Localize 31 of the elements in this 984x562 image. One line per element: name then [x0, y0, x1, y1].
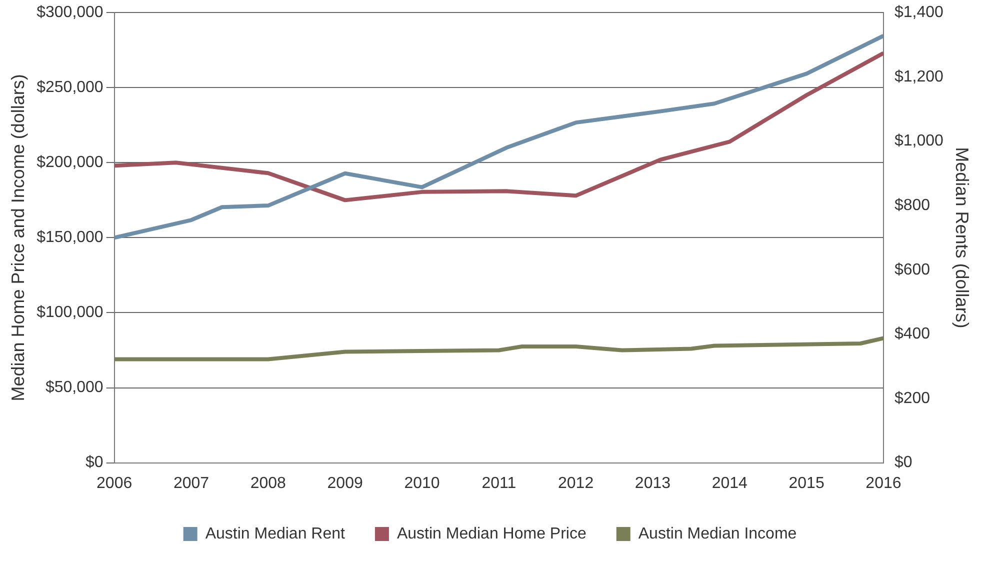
y-tick-label: $200,000 [36, 154, 104, 172]
y2-axis-title: Median Rents (dollars) [952, 147, 972, 328]
y-tick-label: $100,000 [36, 304, 104, 322]
y2-tick-label: $800 [894, 196, 930, 214]
x-tick-label: 2007 [173, 474, 210, 492]
legend-label: Austin Median Income [638, 525, 797, 542]
y2-tick-label: $600 [894, 261, 930, 278]
x-tick-label: 2008 [250, 474, 286, 492]
y2-tick-label: $1,400 [894, 4, 944, 22]
legend-label: Austin Median Rent [205, 525, 346, 542]
y2-tick-label: $400 [894, 326, 930, 343]
y2-tick-label: $1,200 [894, 68, 944, 86]
x-tick-label: 2011 [482, 474, 516, 492]
legend-label: Austin Median Home Price [396, 525, 586, 542]
x-tick-label: 2013 [634, 474, 671, 492]
x-tick-label: 2014 [712, 474, 748, 492]
x-tick-label: 2012 [558, 474, 594, 492]
y2-tick-label: $1,000 [894, 132, 944, 150]
y-tick-label: $300,000 [36, 4, 104, 22]
y2-tick-label: $0 [894, 454, 912, 472]
x-tick-label: 2015 [788, 474, 824, 492]
y-tick-label: $50,000 [45, 379, 104, 396]
y-axis-title: Median Home Price and Income (dollars) [8, 74, 28, 402]
x-tick-label: 2016 [866, 474, 902, 492]
x-tick-label: 2010 [404, 474, 440, 492]
x-tick-label: 2009 [327, 474, 363, 492]
y-tick-label: $250,000 [36, 79, 104, 96]
x-tick-label: 2006 [96, 474, 132, 492]
y-tick-label: $0 [86, 454, 104, 472]
y2-tick-label: $200 [894, 390, 930, 407]
y-tick-label: $150,000 [36, 229, 104, 246]
